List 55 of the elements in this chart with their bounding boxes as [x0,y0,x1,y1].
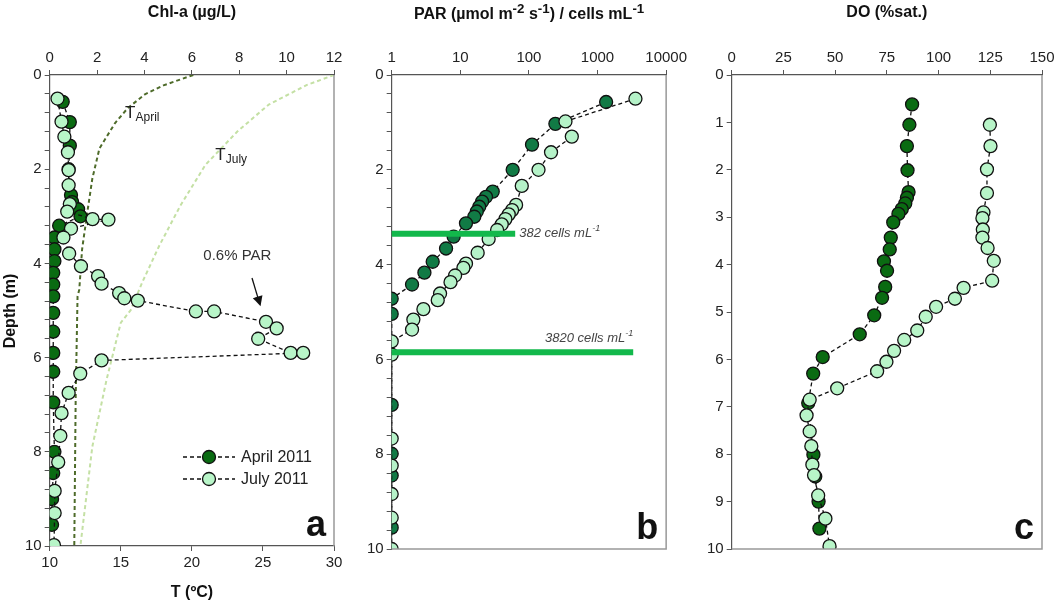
annotation: 0.6% PAR [203,246,272,264]
y-tick-label: 2 [375,159,384,177]
annotation: b [636,506,659,547]
x-tick-label: 100 [926,48,952,66]
y-tick-label: 2 [715,159,724,177]
legend-label: July 2011 [241,470,309,488]
x2-tick-label: 2 [92,48,102,66]
y-tick-label: 0 [375,65,384,83]
y-tick-label: 7 [715,396,724,414]
x-tick-label: 0 [727,48,736,66]
y-tick-label: 8 [33,441,42,459]
y-tick-label: 2 [33,159,42,177]
y-tick-label: 10 [707,539,724,557]
y-tick-label: 5 [715,302,724,320]
y-tick-label: 4 [375,254,384,272]
x2-tick-label: 8 [235,48,244,66]
annotation: a [305,503,327,544]
x2-tick-label: 4 [140,48,149,66]
x-tick-label: 150 [1029,48,1055,66]
annotation: c [1013,506,1035,547]
y-tick-label: 8 [715,444,724,462]
x2-tick-label: 12 [325,48,343,66]
x-axis-title: DO (%sat.) [846,3,928,21]
x-tick-label: 30 [325,553,343,571]
x-tick-label: 75 [878,48,896,66]
x2-tick-label: 6 [187,48,197,66]
y-tick-label: 3 [715,207,724,225]
x-axis-title: T (ºC) [170,583,214,601]
x-tick-label: 25 [254,553,272,571]
y-tick-label: 8 [375,444,384,462]
y-tick-label: 6 [375,349,384,367]
y-tick-label: 6 [33,347,42,365]
y-tick-label: 9 [715,491,724,509]
x-tick-label: 1000 [580,48,615,66]
y-tick-label: 4 [715,254,724,272]
x-tick-label: 100 [516,48,542,66]
x2-axis-title: Chl-a (µg/L) [147,3,237,21]
x-tick-label: 10000 [645,48,687,66]
y-tick-label: 1 [715,112,724,130]
x-tick-label: 10 [451,48,469,66]
legend-label: April 2011 [241,448,312,466]
x-tick-label: 125 [977,48,1003,66]
x-tick-label: 25 [775,48,792,66]
x-tick-label: 15 [112,553,130,571]
y-tick-label: 6 [715,349,724,367]
y-tick-label: 0 [715,65,724,83]
x-tick-label: 20 [183,553,201,571]
y-tick-label: 4 [33,253,42,271]
y-tick-label: 10 [25,536,42,554]
x-tick-label: 50 [826,48,844,66]
x-axis-title: PAR (µmol m$^{-2}$ s$^{-1}$) / cells mL$^{-1}$ [413,1,645,24]
y-tick-label: 0 [33,65,42,83]
x-tick-label: 1 [387,48,396,66]
y-tick-label: 10 [367,539,384,557]
y-axis-title: Depth (m) [0,273,19,348]
